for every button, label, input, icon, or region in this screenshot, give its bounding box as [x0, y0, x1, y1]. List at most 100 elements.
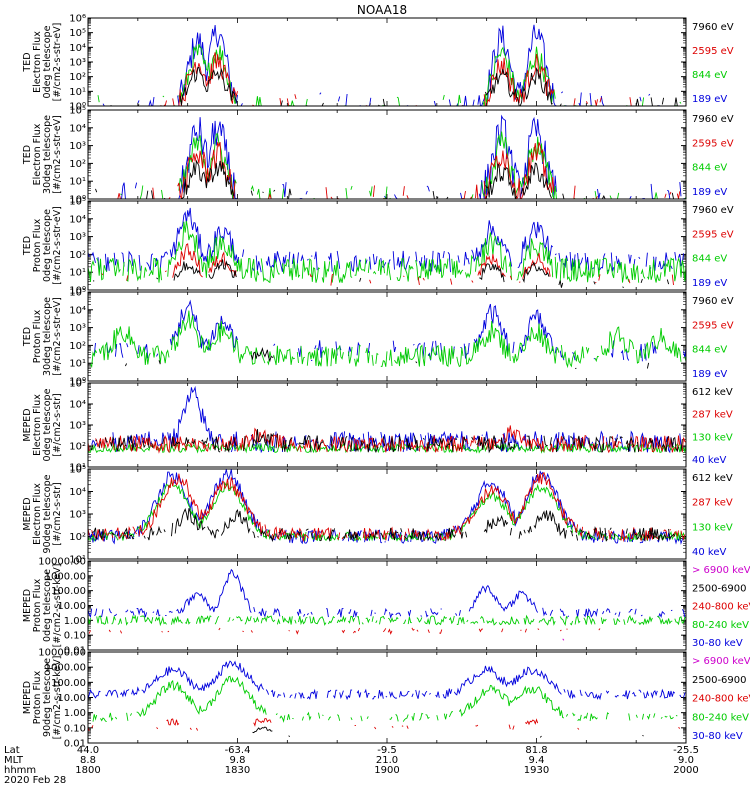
series-line: [98, 44, 686, 106]
series-line: [90, 310, 686, 369]
y-tick-label: 10³: [69, 510, 86, 521]
x-column-value: 1830: [225, 765, 250, 776]
panel-ted-e-0: TED Electron Flux 0deg telescope [#/cm2-s-s…: [22, 14, 734, 113]
y-tick-label: 10¹: [69, 268, 86, 279]
y-tick-label: 10⁵: [69, 465, 86, 476]
x-column-value: -9.5: [377, 745, 397, 756]
y-tick-label: 1000.00: [45, 663, 86, 674]
y-tick-label: 1.00: [64, 616, 86, 627]
figure-title: NOAA18: [357, 3, 407, 17]
y-tick-label: 10¹: [69, 555, 86, 566]
legend-entry: > 6900 keV: [692, 656, 750, 667]
y-tick-label: 10²: [69, 159, 86, 170]
y-tick-label: 10²: [69, 442, 86, 453]
y-tick-label: 10³: [69, 141, 86, 152]
legend-entry: 189 eV: [692, 187, 727, 198]
series-line: [160, 52, 685, 105]
x-row-name: MLT: [4, 755, 24, 766]
panel-ylabel-line: MEPED: [22, 497, 33, 530]
panel-frame: [87, 560, 687, 651]
panel-ylabel-line: 0deg telescope: [42, 388, 53, 461]
panel-ylabel-line: Proton Flux: [32, 309, 43, 363]
legend-entry: 7960 eV: [692, 114, 734, 125]
legend-entry: 240-800 keV: [692, 602, 750, 613]
x-column-value: 9.8: [230, 755, 246, 766]
panel-frame: [87, 651, 687, 744]
y-tick-label: 10⁵: [69, 197, 86, 208]
panel-ylabel-line: TED: [22, 236, 33, 256]
y-tick-label: 1000.00: [45, 571, 86, 582]
panel-ylabel-line: Electron Flux: [32, 394, 43, 456]
x-row-name: hhmm: [4, 765, 36, 776]
panel-series: [88, 660, 686, 737]
y-tick-label: 10⁴: [69, 43, 86, 54]
panel-series: [88, 387, 686, 452]
legend-entry: 130 keV: [692, 432, 733, 443]
legend-entry: 2595 eV: [692, 229, 734, 240]
panel-ylabel-line: 0deg telescope: [42, 209, 53, 282]
panel-meped-e-90: MEPED Electron Flux 90deg telescope [#/cm2-…: [22, 465, 733, 566]
x-column-value: 9.0: [678, 755, 694, 766]
series-line: [253, 727, 665, 737]
legend-entry: 80-240 keV: [692, 620, 749, 631]
panel-meped-e-0: MEPED Electron Flux 0deg telescope [#/cm2-s…: [22, 379, 733, 474]
series-line: [88, 471, 686, 543]
y-tick-label: 10000.00: [38, 557, 86, 568]
y-tick-label: 10²: [69, 250, 86, 261]
legend-entry: 612 keV: [692, 473, 733, 484]
x-column-value: 9.4: [529, 755, 545, 766]
y-tick-label: 10³: [69, 58, 86, 69]
panel-series: [88, 208, 686, 288]
panel-series: [88, 568, 686, 641]
x-column-value: 8.8: [80, 755, 96, 766]
y-tick-label: 0.10: [64, 723, 86, 734]
x-column-value: -25.5: [673, 745, 699, 756]
y-tick-label: 10⁵: [69, 379, 86, 390]
y-tick-label: 10¹: [69, 463, 86, 474]
x-column-value: 44.0: [77, 745, 99, 756]
legend-entry: 189 eV: [692, 278, 727, 289]
legend-entry: 2500-6900: [692, 675, 747, 686]
panel-ted-p-30: TED Proton Flux 30deg telescope [#/cm2-s-st…: [22, 288, 734, 388]
series-line: [88, 425, 686, 454]
x-column-value: 21.0: [376, 755, 398, 766]
panel-ted-e-30: TED Electron Flux 30deg telescope [#/cm2-s-…: [22, 106, 734, 206]
y-tick-label: 10000.00: [38, 648, 86, 659]
series-line: [93, 676, 684, 721]
y-tick-label: 10¹: [69, 359, 86, 370]
panel-meped-p-0: MEPED Proton Flux 0deg telescope [#/cm2-s-s…: [22, 557, 750, 657]
legend-entry: 40 keV: [692, 547, 726, 558]
panel-ylabel-line: [#/cm2-s-str-eV]: [52, 23, 63, 102]
legend-entry: 40 keV: [692, 455, 726, 466]
legend-entry: 7960 eV: [692, 296, 734, 307]
legend-entry: 130 keV: [692, 522, 733, 533]
y-tick-label: 10¹: [69, 177, 86, 188]
y-tick-label: 10¹: [69, 87, 86, 98]
y-tick-label: 100.00: [51, 586, 86, 597]
panel-ylabel-line: Proton Flux: [32, 218, 43, 272]
y-tick-label: 10⁰: [69, 102, 86, 113]
y-tick-label: 10⁵: [69, 106, 86, 117]
series-line: [88, 220, 686, 284]
y-tick-label: 10⁵: [69, 288, 86, 299]
x-column-value: -63.4: [225, 745, 251, 756]
x-column-value: 1930: [524, 765, 549, 776]
legend-entry: 80-240 keV: [692, 712, 749, 723]
x-column-value: 81.8: [525, 745, 547, 756]
legend-entry: > 6900 keV: [692, 565, 750, 576]
y-tick-label: 10²: [69, 72, 86, 83]
legend-entry: 2595 eV: [692, 138, 734, 149]
panel-ylabel-line: [#/cm2-s-str-keV]: [52, 656, 63, 740]
legend-entry: 2500-6900: [692, 583, 747, 594]
panel-ylabel-line: [#/cm2-s-str]: [52, 482, 63, 545]
panel-ylabel-line: Electron Flux: [32, 483, 43, 545]
panel-ted-p-0: TED Proton Flux 0deg telescope [#/cm2-s-str…: [22, 197, 734, 297]
legend-entry: 189 eV: [692, 369, 727, 380]
legend-entry: 612 keV: [692, 387, 733, 398]
y-tick-label: 10⁰: [69, 286, 86, 297]
legend-entry: 844 eV: [692, 345, 727, 356]
panel-meped-p-90: MEPED Proton Flux 90deg telescope [#/cm2-s-…: [22, 648, 750, 750]
y-tick-label: 10.00: [57, 693, 86, 704]
panel-series: [90, 299, 686, 369]
